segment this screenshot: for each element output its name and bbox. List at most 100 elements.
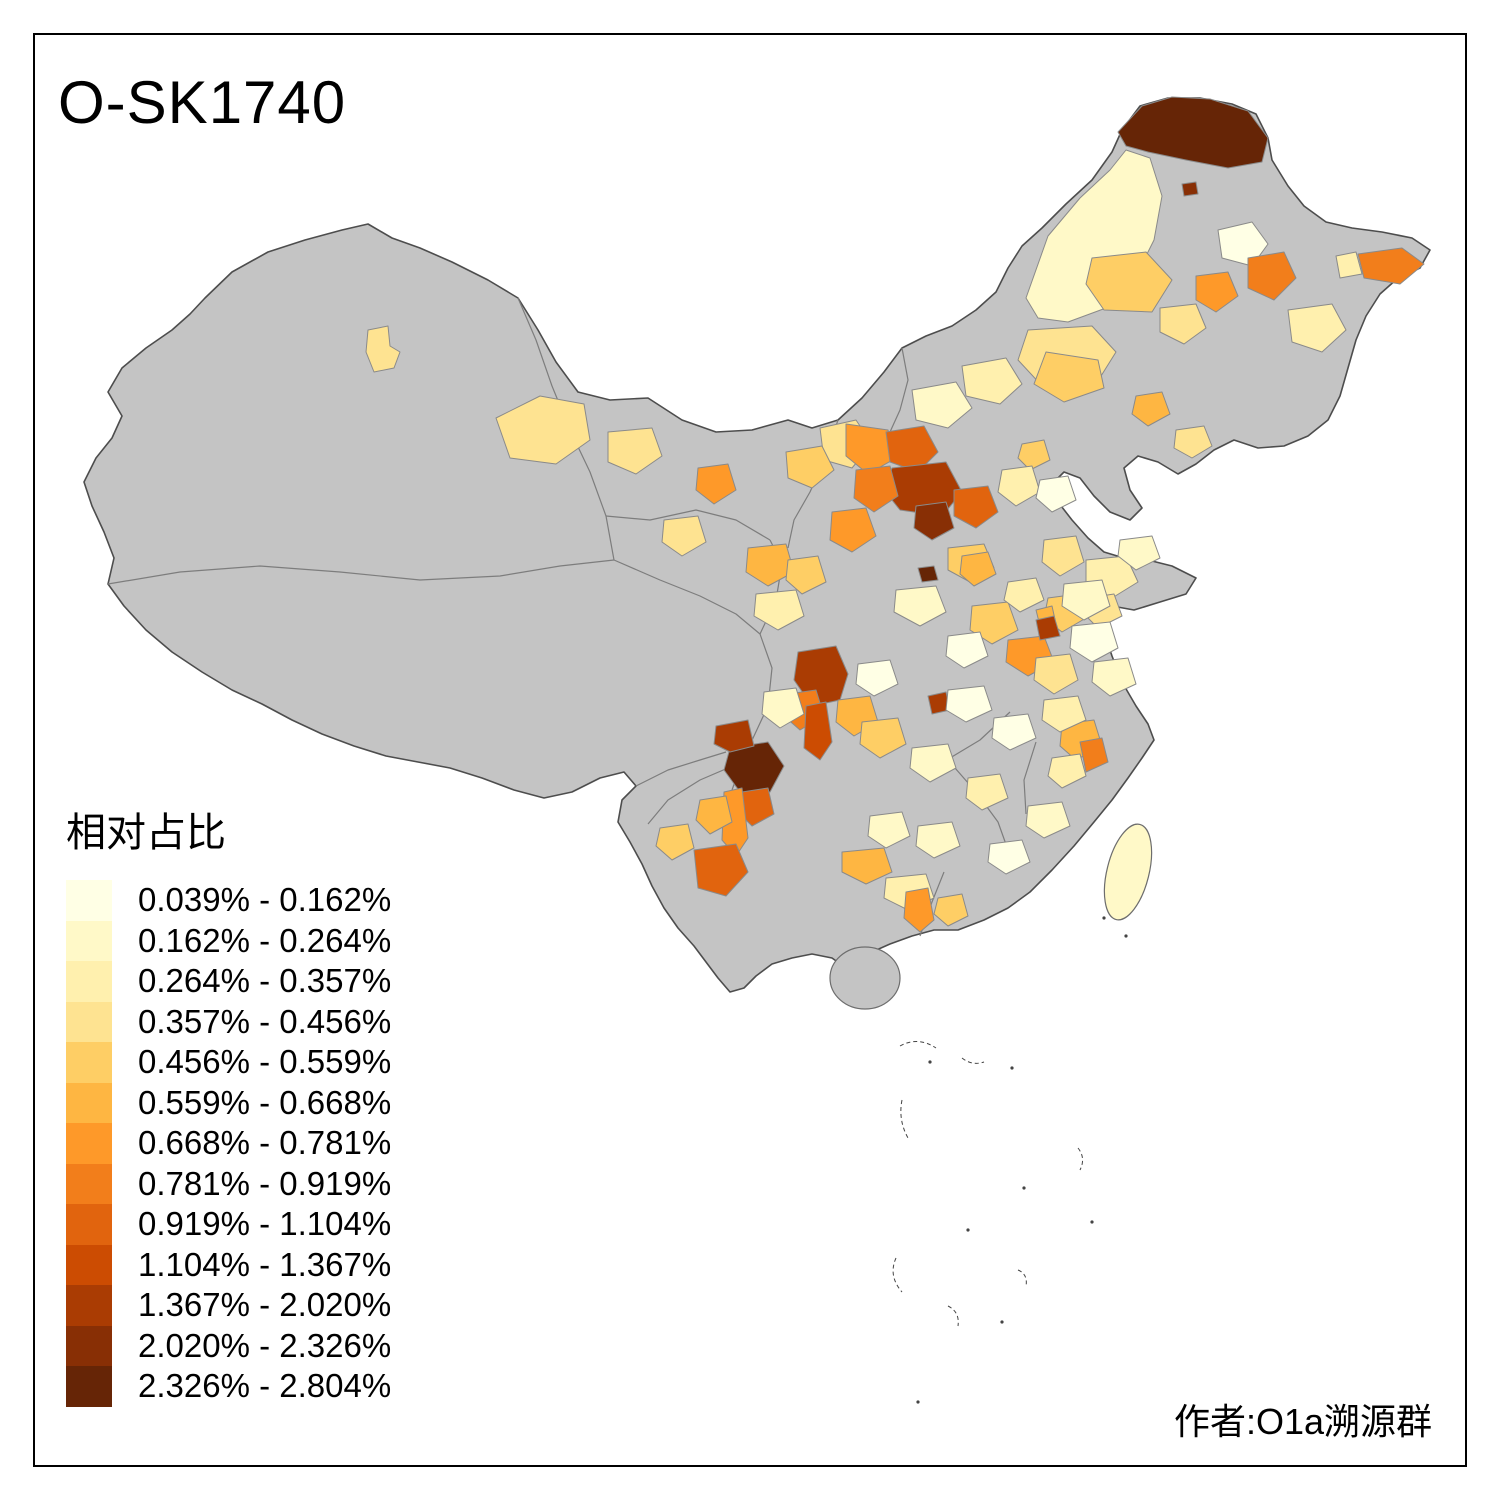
legend-swatch bbox=[66, 1285, 112, 1326]
map-region bbox=[1247, 251, 1297, 301]
legend-label: 0.456% - 0.559% bbox=[138, 1043, 392, 1081]
legend-swatch bbox=[66, 1082, 112, 1123]
map-region bbox=[961, 357, 1023, 405]
map-region bbox=[1173, 425, 1213, 459]
map-region bbox=[947, 1305, 959, 1327]
map-region bbox=[1047, 753, 1087, 789]
map-region bbox=[107, 559, 615, 585]
map-region bbox=[915, 821, 961, 859]
map-region bbox=[1335, 251, 1363, 279]
map-region bbox=[966, 1228, 970, 1232]
south-china-sea-islands bbox=[892, 916, 1128, 1404]
map-region bbox=[1124, 934, 1128, 938]
legend-label: 0.781% - 0.919% bbox=[138, 1164, 392, 1202]
map-region bbox=[917, 565, 939, 583]
map-region bbox=[723, 741, 785, 793]
map-region bbox=[613, 559, 761, 635]
page-title: O-SK1740 bbox=[58, 69, 347, 136]
map-region bbox=[1061, 579, 1111, 621]
map-region bbox=[845, 423, 897, 475]
legend-item: 0.357% - 0.456% bbox=[66, 1001, 392, 1042]
map-region bbox=[1035, 615, 1061, 641]
legend-item: 2.326% - 2.804% bbox=[66, 1366, 391, 1407]
legend-item: 0.781% - 0.919% bbox=[66, 1163, 392, 1204]
legend-item: 0.456% - 0.559% bbox=[66, 1042, 391, 1083]
legend-label: 0.668% - 0.781% bbox=[138, 1124, 392, 1162]
map-region bbox=[1033, 351, 1105, 403]
legend-swatch bbox=[66, 1042, 112, 1083]
attribution-text: 作者:O1a溯源群 bbox=[1173, 1401, 1432, 1442]
legend-swatch bbox=[66, 1001, 112, 1042]
map-region bbox=[909, 743, 957, 783]
map-region bbox=[785, 445, 835, 489]
map-region bbox=[1131, 391, 1171, 427]
legend-item: 0.919% - 1.104% bbox=[66, 1204, 391, 1245]
legend-swatch bbox=[66, 1366, 112, 1407]
map-region bbox=[959, 551, 997, 587]
legend-label: 0.162% - 0.264% bbox=[138, 921, 392, 959]
choropleth-regions bbox=[365, 96, 1425, 933]
legend-swatch bbox=[66, 880, 112, 921]
legend-swatch bbox=[66, 1163, 112, 1204]
map-region bbox=[1091, 657, 1137, 697]
legend-item: 1.104% - 1.367% bbox=[66, 1244, 391, 1285]
hainan-island bbox=[829, 946, 901, 1010]
map-region bbox=[1003, 577, 1045, 613]
legend-label: 0.919% - 1.104% bbox=[138, 1205, 392, 1243]
legend-item: 0.559% - 0.668% bbox=[66, 1082, 391, 1123]
legend-swatch bbox=[66, 1123, 112, 1164]
map-region bbox=[635, 751, 727, 787]
map-region bbox=[1287, 303, 1347, 353]
map-region bbox=[803, 701, 833, 761]
map-region bbox=[1069, 621, 1119, 663]
map-region bbox=[1079, 737, 1109, 773]
map-region bbox=[1077, 1147, 1084, 1171]
map-region bbox=[859, 717, 907, 759]
legend-item: 0.264% - 0.357% bbox=[66, 961, 391, 1002]
map-region bbox=[695, 795, 733, 835]
legend-label: 2.326% - 2.804% bbox=[138, 1367, 392, 1405]
map-region bbox=[1000, 1320, 1004, 1324]
map-region bbox=[913, 501, 955, 541]
legend-label: 0.357% - 0.456% bbox=[138, 1002, 392, 1040]
map-region bbox=[889, 347, 909, 433]
map-region bbox=[965, 773, 1009, 811]
map-region bbox=[1010, 1066, 1014, 1070]
legend-item: 0.668% - 0.781% bbox=[66, 1123, 391, 1164]
map-region bbox=[987, 839, 1031, 875]
map-region bbox=[1033, 653, 1079, 695]
map-region bbox=[745, 543, 795, 587]
legend-item: 0.039% - 0.162% bbox=[66, 880, 391, 921]
map-region bbox=[1159, 303, 1207, 345]
map-region bbox=[655, 823, 695, 861]
map-region bbox=[945, 685, 993, 723]
map-region bbox=[893, 585, 947, 627]
map-region bbox=[1217, 221, 1269, 267]
map-region bbox=[1102, 916, 1106, 920]
map-region bbox=[1090, 1220, 1094, 1224]
map-region bbox=[1017, 439, 1051, 471]
map-region bbox=[1085, 251, 1173, 313]
map-region bbox=[928, 1060, 932, 1064]
map-region bbox=[365, 325, 401, 373]
map-region bbox=[1357, 247, 1425, 285]
legend-label: 2.020% - 2.326% bbox=[138, 1326, 392, 1364]
map-region bbox=[761, 687, 805, 729]
map-region bbox=[1025, 801, 1071, 839]
map-region bbox=[1041, 695, 1087, 733]
map-region bbox=[997, 465, 1041, 507]
map-region bbox=[885, 425, 939, 473]
legend-item: 0.162% - 0.264% bbox=[66, 920, 392, 961]
map-region bbox=[1181, 181, 1199, 197]
map-region bbox=[695, 463, 737, 505]
map-region bbox=[607, 427, 663, 475]
map-region bbox=[693, 843, 749, 897]
map-region bbox=[911, 381, 973, 429]
legend-items: 0.039% - 0.162% 0.162% - 0.264% 0.264% - 0… bbox=[66, 880, 391, 1407]
map-region bbox=[753, 589, 805, 631]
map-region bbox=[661, 515, 707, 557]
map-region bbox=[647, 761, 743, 825]
legend-label: 0.264% - 0.357% bbox=[138, 962, 392, 1000]
map-region bbox=[900, 1099, 909, 1139]
